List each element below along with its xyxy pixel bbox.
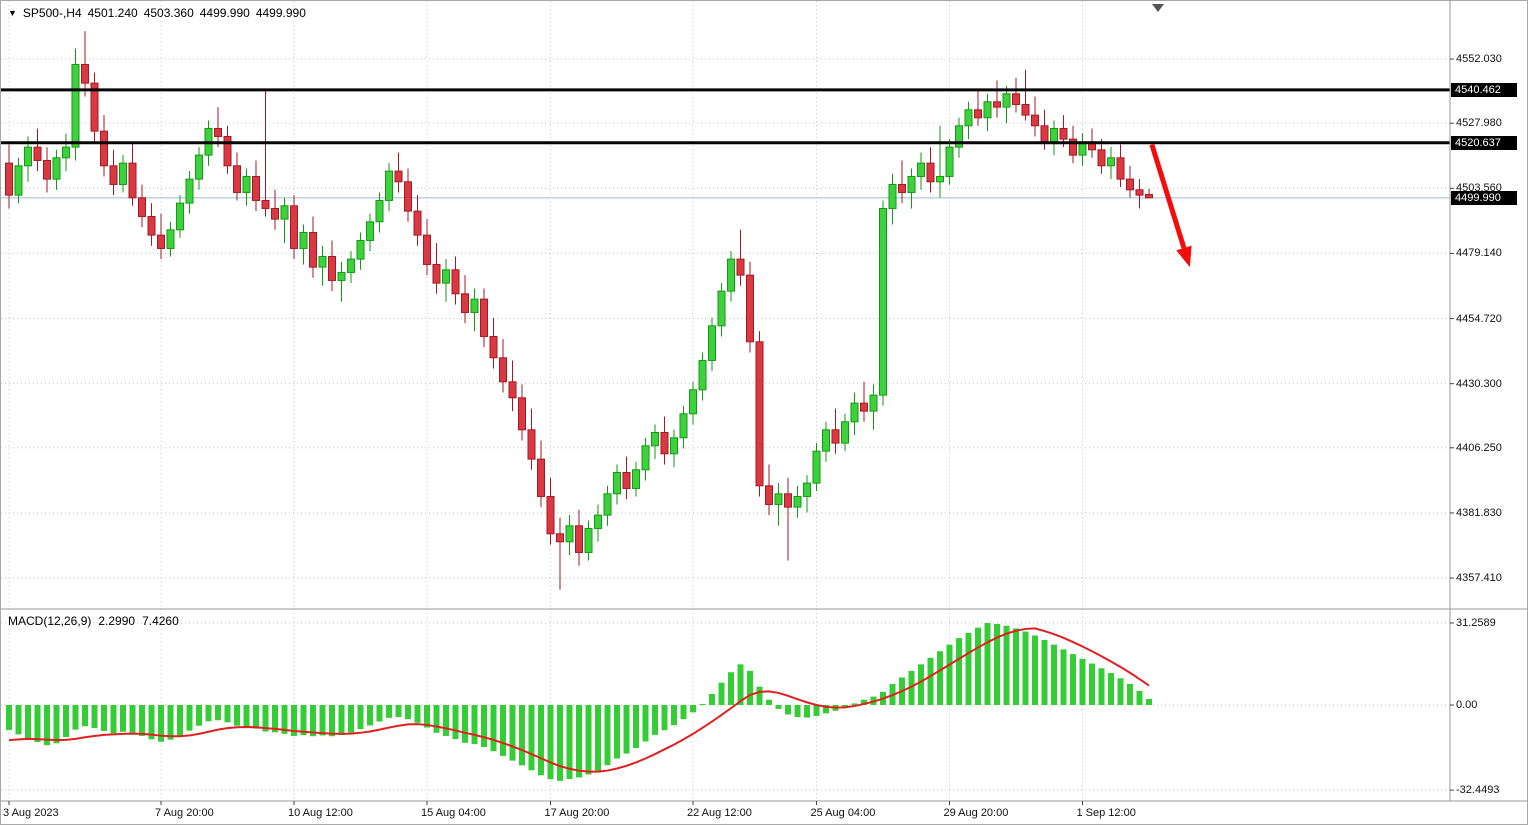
- price-tick-label: 4454.720: [1456, 312, 1502, 325]
- price-tick-label: 4381.830: [1456, 506, 1502, 519]
- sell-arrow[interactable]: [1149, 143, 1192, 268]
- time-tick-label: 25 Aug 04:00: [810, 807, 876, 819]
- price-tick-label: 4552.030: [1456, 53, 1502, 66]
- macd-tick-label: 31.2589: [1456, 617, 1496, 629]
- grid-lines: [1, 1, 1450, 801]
- chart-shift-icon[interactable]: [1152, 4, 1164, 12]
- macd-indicator-header: MACD(12,26,9) 2.2990 7.4260: [8, 614, 179, 628]
- macd-signal-value: 7.4260: [142, 614, 179, 628]
- ohlc-close: 4499.990: [255, 6, 306, 20]
- panel-frame: [1, 1, 1527, 805]
- time-tick-label: 15 Aug 04:00: [421, 807, 486, 819]
- time-tick-label: 7 Aug 20:00: [155, 807, 214, 819]
- symbol-header: ▼ SP500-,H4 4501.240 4503.360 4499.990 4…: [8, 6, 306, 20]
- level-price-badge: 4540.462: [1451, 82, 1517, 97]
- time-tick-label: 1 Sep 12:00: [1076, 807, 1136, 819]
- price-tick-label: 4357.410: [1456, 572, 1502, 585]
- price-tick-label: 4430.300: [1456, 377, 1502, 390]
- ohlc-low: 4499.990: [199, 6, 250, 20]
- time-tick-label: 3 Aug 2023: [3, 807, 59, 819]
- ohlc-high: 4503.360: [143, 6, 194, 20]
- ohlc-open: 4501.240: [87, 6, 138, 20]
- time-tick-label: 17 Aug 20:00: [544, 807, 610, 819]
- collapse-arrow-icon[interactable]: ▼: [8, 7, 17, 18]
- macd-histogram: [6, 623, 1152, 781]
- macd-tick-label: -32.4493: [1456, 784, 1500, 797]
- candles: [5, 31, 1153, 590]
- bid-price-badge: 4499.990: [1451, 190, 1517, 205]
- price-tick-label: 4527.980: [1456, 117, 1502, 130]
- time-tick-label: 29 Aug 20:00: [943, 807, 1009, 819]
- level-price-badge: 4520.637: [1451, 135, 1517, 150]
- macd-main-value: 2.2990: [98, 614, 136, 628]
- time-tick-label: 10 Aug 12:00: [288, 807, 353, 819]
- macd-signal-line: [8, 627, 1150, 773]
- price-tick-label: 4406.250: [1456, 441, 1502, 454]
- horizontal-level-lines[interactable]: [1, 88, 1450, 145]
- symbol-timeframe: SP500-,H4: [22, 6, 82, 20]
- price-tick-label: 4479.140: [1456, 247, 1502, 260]
- macd-label: MACD(12,26,9): [8, 614, 92, 628]
- macd-tick-label: 0.00: [1456, 699, 1478, 711]
- time-tick-label: 22 Aug 12:00: [687, 807, 752, 819]
